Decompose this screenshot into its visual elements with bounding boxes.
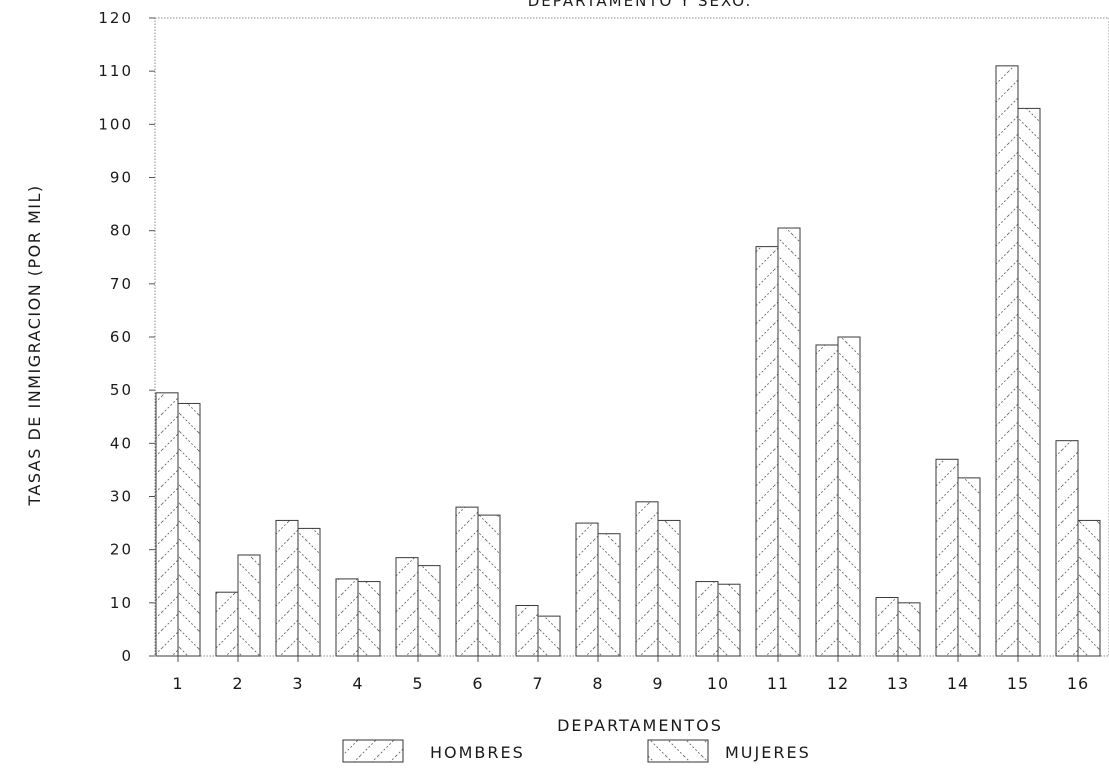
y-tick-label: 30	[110, 488, 133, 506]
legend-swatch-hombres	[342, 739, 404, 763]
x-tick-label: 1	[172, 674, 183, 693]
bar-mujeres-15	[1017, 107, 1041, 657]
y-axis: 0 10 20 30 40 50 60 70 80 90 100 110 120	[98, 9, 155, 665]
bar-hombres-15	[995, 65, 1019, 657]
bar-hombres-2	[215, 591, 239, 657]
bar-hombres-9	[635, 501, 659, 657]
bar-mujeres-5	[417, 565, 441, 657]
y-tick-label: 120	[98, 9, 133, 27]
legend: HOMBRES MUJERES	[342, 739, 811, 763]
bar-mujeres-7	[537, 615, 561, 657]
bar-hombres-7	[515, 604, 539, 657]
x-tick-label: 4	[352, 674, 363, 693]
x-tick-label: 6	[472, 674, 483, 693]
bar-hombres-5	[395, 557, 419, 657]
x-tick-label: 13	[887, 674, 909, 693]
bar-hombres-14	[935, 458, 959, 657]
bar-hombres-10	[695, 581, 719, 657]
y-tick-label: 0	[121, 647, 133, 665]
bar-hombres-12	[815, 344, 839, 657]
y-tick-label: 90	[110, 169, 133, 187]
chart-title: DEPARTAMENTO Y SEXO.	[528, 0, 753, 10]
bar-mujeres-10	[717, 583, 741, 657]
y-tick-label: 10	[110, 594, 133, 612]
y-tick-label: 40	[110, 434, 133, 452]
bar-mujeres-12	[837, 336, 861, 657]
bar-hombres-16	[1055, 440, 1079, 657]
bar-mujeres-4	[357, 581, 381, 657]
legend-swatch-mujeres	[647, 739, 709, 763]
bar-mujeres-3	[297, 527, 321, 657]
x-tick-label: 3	[292, 674, 303, 693]
plot-area	[154, 17, 1109, 657]
x-tick-label: 14	[947, 674, 969, 693]
y-axis-label: TASAS DE INMIGRACION (POR MIL)	[25, 184, 44, 506]
bar-hombres-3	[275, 519, 299, 657]
x-tick-label: 15	[1007, 674, 1029, 693]
bar-mujeres-8	[597, 533, 621, 657]
x-tick-label: 12	[827, 674, 849, 693]
y-tick-label: 70	[110, 275, 133, 293]
bar-hombres-4	[335, 578, 359, 657]
y-tick-label: 80	[110, 222, 133, 240]
bar-mujeres-6	[477, 514, 501, 657]
y-tick-label: 100	[98, 115, 133, 133]
bar-mujeres-11	[777, 227, 801, 657]
bar-mujeres-16	[1077, 519, 1101, 657]
x-tick-label: 16	[1067, 674, 1089, 693]
x-tick-label: 7	[532, 674, 543, 693]
bar-mujeres-1	[177, 402, 201, 657]
x-tick-label: 9	[652, 674, 663, 693]
bar-hombres-11	[755, 246, 779, 657]
x-axis-label: DEPARTAMENTOS	[557, 716, 723, 735]
y-tick-label: 20	[110, 541, 133, 559]
bar-hombres-6	[455, 506, 479, 657]
y-tick-label: 60	[110, 328, 133, 346]
bar-mujeres-14	[957, 477, 981, 657]
x-axis: 1 2 3 4 5 6 7 8 9 10 11 12 13 14 15 16	[172, 656, 1089, 693]
x-tick-label: 5	[412, 674, 423, 693]
bar-mujeres-2	[237, 554, 261, 657]
bar-hombres-8	[575, 522, 599, 657]
y-tick-label: 110	[98, 62, 133, 80]
bar-hombres-13	[875, 597, 899, 657]
legend-label-mujeres: MUJERES	[725, 743, 811, 762]
bar-mujeres-9	[657, 519, 681, 657]
x-tick-label: 2	[232, 674, 243, 693]
legend-label-hombres: HOMBRES	[430, 743, 525, 762]
bar-hombres-1	[155, 392, 179, 657]
y-tick-label: 50	[110, 381, 133, 399]
bar-mujeres-13	[897, 602, 921, 657]
x-tick-label: 11	[767, 674, 789, 693]
x-tick-label: 10	[707, 674, 729, 693]
x-tick-label: 8	[592, 674, 603, 693]
